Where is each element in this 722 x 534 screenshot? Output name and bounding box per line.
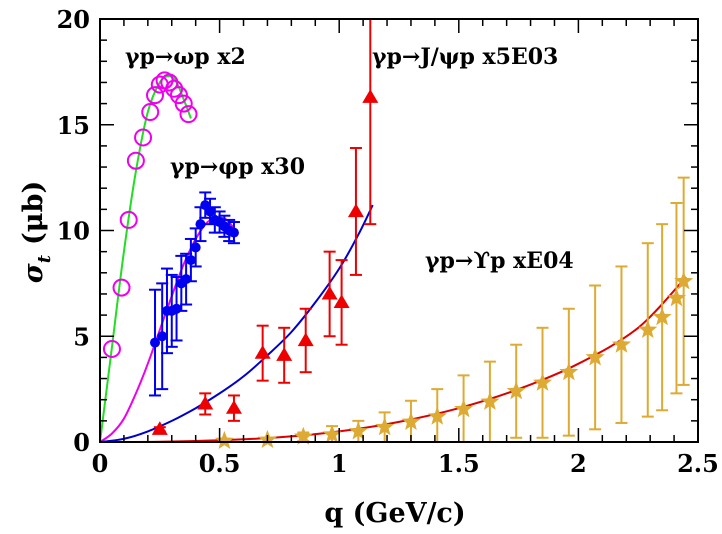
jpsi-fit-curve <box>99 204 374 443</box>
phi-point <box>190 242 201 253</box>
upsilon-point <box>533 372 552 391</box>
annotation-upsilon: γp→ϒp xE04 <box>425 248 574 274</box>
omega-fit-curve <box>99 75 192 443</box>
upsilon-point <box>667 288 686 307</box>
y-axis-title-symbol: σ <box>18 263 49 283</box>
upsilon-point <box>585 347 605 366</box>
phi-point <box>181 274 192 285</box>
x-tick-label: 1.5 <box>438 449 480 478</box>
omega-point <box>169 86 188 105</box>
phi-point <box>185 255 196 266</box>
jpsi-point <box>297 332 314 347</box>
x-tick-label: 2.5 <box>677 449 719 478</box>
phi-point <box>205 206 216 217</box>
upsilon-point <box>480 391 500 410</box>
x-tick-label: 0 <box>92 449 109 478</box>
plot-frame <box>99 18 699 443</box>
omega-point <box>112 278 131 297</box>
upsilon-point <box>652 307 672 326</box>
omega-point <box>134 128 153 147</box>
jpsi-point <box>254 345 271 359</box>
jpsi-point <box>151 421 168 435</box>
upsilon-point <box>348 421 368 440</box>
upsilon-point <box>401 411 421 430</box>
upsilon-point <box>214 430 234 449</box>
y-tick-label: 20 <box>57 5 90 34</box>
x-axis-title: q (GeV/c) <box>324 498 465 529</box>
y-tick-label: 5 <box>73 322 90 351</box>
upsilon-point <box>454 399 474 418</box>
jpsi-point <box>276 347 293 361</box>
phi-point <box>157 331 168 342</box>
omega-point <box>102 339 121 358</box>
jpsi-point <box>362 89 379 103</box>
omega-point <box>179 105 198 124</box>
upsilon-point <box>293 426 313 445</box>
x-tick-label: 2 <box>570 449 587 478</box>
omega-point <box>119 210 138 229</box>
y-tick-label: 15 <box>57 111 90 140</box>
upsilon-point <box>611 334 631 353</box>
jpsi-point <box>225 400 242 414</box>
y-tick-label: 0 <box>73 428 90 457</box>
y-axis-title-unit: (μb) <box>18 181 49 245</box>
phi-point <box>150 337 161 348</box>
annotation-jpsi: γp→J/ψp x5E03 <box>372 44 558 70</box>
upsilon-point <box>427 406 447 425</box>
omega-point <box>146 86 165 105</box>
svg-text:σt(μb): σt (μb) <box>18 181 55 283</box>
y-tick-label: 10 <box>57 217 90 246</box>
y-axis-title-subscript: t <box>34 254 55 263</box>
phi-point <box>171 303 182 314</box>
upsilon-point <box>559 362 579 381</box>
jpsi-point <box>197 395 214 410</box>
upsilon-point <box>322 424 342 443</box>
annotation-phi: γp→φp x30 <box>170 154 305 180</box>
jpsi-point <box>347 203 364 218</box>
upsilon-fit-curve <box>99 276 687 444</box>
omega-point <box>174 94 193 113</box>
y-axis-title: σt (μb) <box>18 181 55 283</box>
upsilon-point <box>674 271 694 290</box>
jpsi-point <box>321 285 338 300</box>
upsilon-point <box>638 319 658 338</box>
x-tick-label: 1 <box>331 449 348 478</box>
phi-point <box>228 227 239 238</box>
x-tick-label: 0.5 <box>199 449 241 478</box>
omega-point <box>126 151 145 170</box>
upsilon-point <box>506 381 526 400</box>
omega-point <box>141 103 160 122</box>
phi-point <box>195 219 206 230</box>
annotation-omega: γp→ωp x2 <box>125 44 246 70</box>
upsilon-point <box>375 417 395 436</box>
jpsi-point <box>333 294 350 309</box>
